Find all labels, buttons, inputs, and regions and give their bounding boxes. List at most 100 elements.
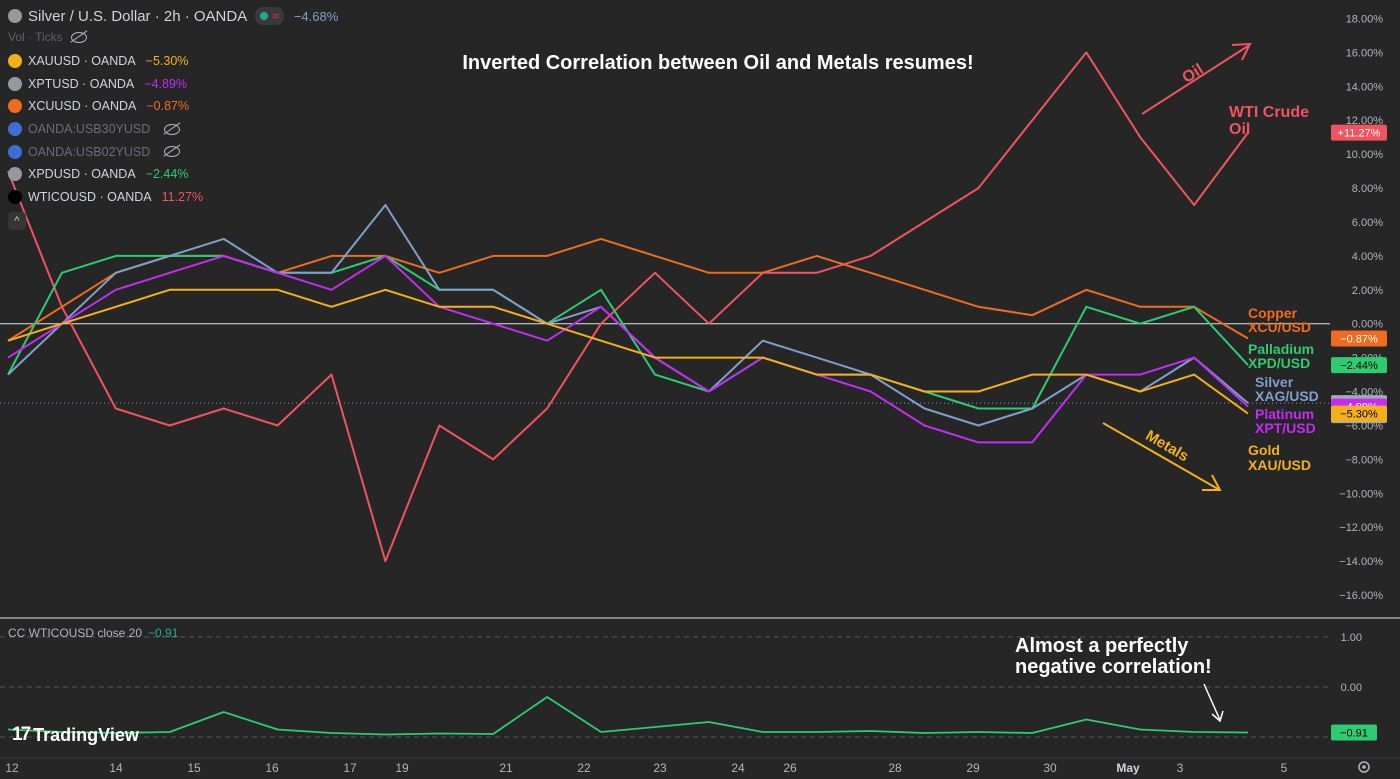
metals-arrow[interactable]: Metals [1102,422,1222,491]
eye-hidden-icon[interactable] [164,123,181,135]
time-axis[interactable]: 12 14 15 16 17 19 21 22 23 24 26 28 29 30 May 3 5 [5,761,1287,775]
us-flag-icon [8,122,22,137]
headline-annotation[interactable]: Inverted Correlation between Oil and Met… [462,52,973,74]
price-tick-label: 14.00% [1346,81,1384,93]
market-open-dot-icon [260,12,269,20]
price-tick-label: −12.00% [1339,522,1383,534]
price-badge [1331,405,1387,422]
time-tick-label: May [1116,761,1140,775]
tradingview-mark-icon: 17 [12,724,31,745]
cc-note-line2[interactable]: negative correlation! [1015,656,1212,678]
symbol-icon [8,54,22,69]
platinum-label: Platinum [1255,406,1314,422]
oil-label-line2: Oil [1229,121,1250,138]
volume-label: Vol · Ticks [8,30,63,44]
copper-ticker: XCU/USD [1248,319,1311,335]
series-line [7,204,1249,427]
us-flag-icon [8,144,22,159]
time-tick-label: 30 [1043,761,1057,775]
price-tick-label: 6.00% [1352,217,1383,229]
time-tick-label: 12 [5,761,19,775]
market-status-pill[interactable]: ≈ [255,7,284,25]
silver-ticker: XAG/USD [1255,388,1319,404]
price-badges: +11.27%−0.87%−2.44%−4.68%03:02−4.89%−5.3… [1331,124,1387,424]
time-tick-label: 21 [499,761,513,775]
gear-icon[interactable] [1358,761,1370,773]
cc-tick-label: 1.00 [1341,632,1362,644]
price-badge-text: +11.27% [1338,128,1381,140]
price-badge-text: −0.87% [1340,333,1378,345]
cc-value-badge [1331,724,1377,741]
gold-ticker: XAU/USD [1248,457,1311,473]
price-tick-label: −8.00% [1345,454,1383,466]
legend-row[interactable]: XPTUSD · OANDA −4.89% [8,73,203,96]
price-tick-label: −16.00% [1339,590,1383,602]
price-tick-label: 10.00% [1346,149,1384,161]
cc-indicator-label[interactable]: CC WTICOUSD close 20 −0.91 [8,626,178,640]
palladium-label: Palladium [1248,341,1314,357]
symbol-header[interactable]: Silver / U.S. Dollar · 2h · OANDA ≈ −4.6… [8,5,338,27]
price-badge-text: −5.30% [1340,409,1378,421]
series-line [7,51,1249,563]
legend-row[interactable]: XPDUSD · OANDA −2.44% [8,163,203,186]
chart-grid [0,323,1400,759]
price-tick-label: −6.00% [1345,420,1383,432]
price-badge [1331,124,1387,141]
legend-row[interactable]: XAUUSD · OANDA −5.30% [8,50,203,73]
price-tick-label: −14.00% [1339,556,1383,568]
legend-symbol-name: OANDA:USB02YUSD [28,144,151,159]
legend-row[interactable]: XCUUSD · OANDA −0.87% [8,95,203,118]
legend-symbol-name: XAUUSD · OANDA [28,54,136,69]
legend-symbol-name: OANDA:USB30YUSD [28,122,151,137]
time-tick-label: 5 [1281,761,1288,775]
palladium-ticker: XPD/USD [1248,355,1310,371]
legend-row[interactable]: WTICOUSD · OANDA 11.27% [8,186,203,209]
time-tick-label: 24 [731,761,745,775]
cc-indicator-value: −0.91 [148,626,179,640]
cc-line [7,696,1249,736]
time-tick-label: 23 [653,761,667,775]
time-tick-label: 22 [577,761,591,775]
price-axis[interactable]: 18.00% 16.00% 14.00% 12.00% 10.00% 8.00% 6.00%… [1339,13,1383,602]
legend-symbol-change: −0.87% [146,99,190,114]
legend-row[interactable]: OANDA:USB30YUSD [8,118,203,141]
price-tick-label: 8.00% [1352,183,1383,195]
symbol-title[interactable]: Silver / U.S. Dollar · 2h · OANDA [28,7,248,25]
volume-indicator[interactable]: Vol · Ticks [8,30,87,44]
legend-symbol-change: −5.30% [145,54,189,69]
legend-symbol-change: 11.27% [161,189,204,204]
legend-row[interactable]: OANDA:USB02YUSD [8,140,203,163]
tradingview-logo[interactable]: 17 TradingView [12,724,139,746]
tradingview-logo-text: TradingView [33,724,139,745]
eye-hidden-icon[interactable] [70,31,87,43]
cc-tick-label: 0.00 [1341,682,1362,694]
price-tick-label: 2.00% [1352,285,1383,297]
overlay-legend: XAUUSD · OANDA −5.30% XPTUSD · OANDA −4.89%… [8,50,203,208]
chart-series [7,51,1249,563]
copper-label: Copper [1248,305,1298,321]
eye-hidden-icon[interactable] [164,146,181,158]
legend-symbol-name: WTICOUSD · OANDA [28,189,152,204]
symbol-icon [8,76,22,91]
price-tick-label: −10.00% [1339,488,1383,500]
time-tick-label: 19 [395,761,409,775]
gold-label: Gold [1248,442,1280,458]
silver-coin-icon [8,9,22,23]
series-line [7,288,1249,415]
symbol-icon [8,99,22,114]
cc-note-arrow [1203,683,1224,723]
price-badge [1331,357,1387,374]
price-tick-label: 12.00% [1346,115,1384,127]
platinum-ticker: XPT/USD [1255,420,1316,436]
silver-label: Silver [1255,374,1294,390]
price-tick-label: 16.00% [1346,47,1384,59]
legend-symbol-change: −2.44% [145,167,189,182]
time-tick-label: 28 [888,761,902,775]
price-badge [1331,330,1387,347]
cc-note-line1[interactable]: Almost a perfectly [1015,635,1189,657]
legend-symbol-name: XPDUSD · OANDA [28,167,136,182]
legend-symbol-change: −4.89% [144,76,188,91]
oil-label-line1: WTI Crude [1229,104,1309,121]
collapse-legend-button[interactable]: ^ [8,212,26,230]
